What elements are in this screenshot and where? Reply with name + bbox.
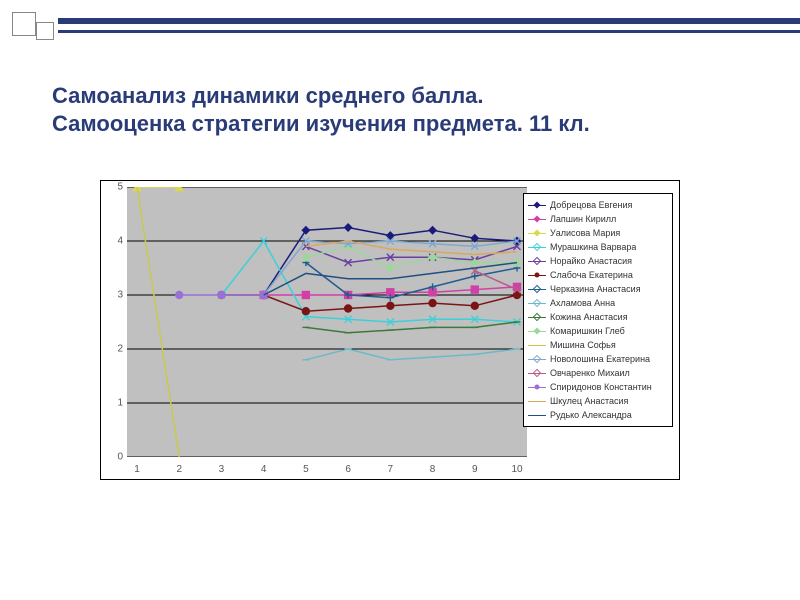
legend-item: Комаришкин Глеб bbox=[528, 324, 668, 338]
x-tick-label: 2 bbox=[176, 464, 182, 475]
legend-item: Рудько Александра bbox=[528, 408, 668, 422]
x-tick-label: 6 bbox=[345, 464, 351, 475]
legend-item: Лапшин Кирилл bbox=[528, 212, 668, 226]
decor-square-1 bbox=[12, 12, 36, 36]
legend-item: Шкулец Анастасия bbox=[528, 394, 668, 408]
chart-svg bbox=[127, 187, 527, 457]
x-tick-label: 5 bbox=[303, 464, 309, 475]
y-tick-label: 0 bbox=[109, 452, 123, 463]
legend-item: Овчаренко Михаил bbox=[528, 366, 668, 380]
decor-bar-1 bbox=[58, 18, 800, 24]
x-tick-label: 7 bbox=[388, 464, 394, 475]
y-tick-label: 2 bbox=[109, 344, 123, 355]
legend-item: Спиридонов Константин bbox=[528, 380, 668, 394]
y-tick-label: 4 bbox=[109, 236, 123, 247]
x-tick-label: 3 bbox=[219, 464, 225, 475]
x-tick-label: 10 bbox=[511, 464, 522, 475]
x-tick-label: 1 bbox=[134, 464, 140, 475]
legend-label: Слабоча Екатерина bbox=[550, 270, 633, 280]
legend-item: Уалисова Мария bbox=[528, 226, 668, 240]
legend-label: Уалисова Мария bbox=[550, 228, 620, 238]
slide-title: Самоанализ динамики среднего балла. Само… bbox=[52, 82, 752, 138]
legend-label: Лапшин Кирилл bbox=[550, 214, 616, 224]
legend-label: Шкулец Анастасия bbox=[550, 396, 628, 406]
y-tick-label: 1 bbox=[109, 398, 123, 409]
legend-item: Мишина Софья bbox=[528, 338, 668, 352]
legend-label: Комаришкин Глеб bbox=[550, 326, 625, 336]
chart-frame: 012345 12345678910 Добрецова ЕвгенияЛапш… bbox=[100, 180, 680, 480]
title-line-2: Самооценка стратегии изучения предмета. … bbox=[52, 110, 752, 138]
title-line-1: Самоанализ динамики среднего балла. bbox=[52, 82, 752, 110]
legend-label: Норайко Анастасия bbox=[550, 256, 632, 266]
legend-item: Новолошина Екатерина bbox=[528, 352, 668, 366]
legend-item: Мурашкина Варвара bbox=[528, 240, 668, 254]
decor-square-2 bbox=[36, 22, 54, 40]
chart-plot-area bbox=[127, 187, 527, 457]
legend-item: Норайко Анастасия bbox=[528, 254, 668, 268]
legend-label: Ахламова Анна bbox=[550, 298, 615, 308]
x-tick-label: 4 bbox=[261, 464, 267, 475]
legend-label: Мурашкина Варвара bbox=[550, 242, 636, 252]
legend-item: Кожина Анастасия bbox=[528, 310, 668, 324]
legend-label: Новолошина Екатерина bbox=[550, 354, 650, 364]
legend-label: Добрецова Евгения bbox=[550, 200, 632, 210]
legend-label: Спиридонов Константин bbox=[550, 382, 652, 392]
chart-legend: Добрецова Евгения Лапшин Кирилл Уалисова М… bbox=[523, 193, 673, 427]
legend-item: Слабоча Екатерина bbox=[528, 268, 668, 282]
legend-label: Рудько Александра bbox=[550, 410, 632, 420]
legend-item: Добрецова Евгения bbox=[528, 198, 668, 212]
legend-label: Мишина Софья bbox=[550, 340, 616, 350]
legend-label: Кожина Анастасия bbox=[550, 312, 628, 322]
legend-item: Черказина Анастасия bbox=[528, 282, 668, 296]
y-tick-label: 3 bbox=[109, 290, 123, 301]
legend-label: Овчаренко Михаил bbox=[550, 368, 630, 378]
x-tick-label: 9 bbox=[472, 464, 478, 475]
decor-bar-2 bbox=[58, 30, 800, 33]
legend-label: Черказина Анастасия bbox=[550, 284, 641, 294]
y-tick-label: 5 bbox=[109, 182, 123, 193]
legend-item: Ахламова Анна bbox=[528, 296, 668, 310]
x-tick-label: 8 bbox=[430, 464, 436, 475]
